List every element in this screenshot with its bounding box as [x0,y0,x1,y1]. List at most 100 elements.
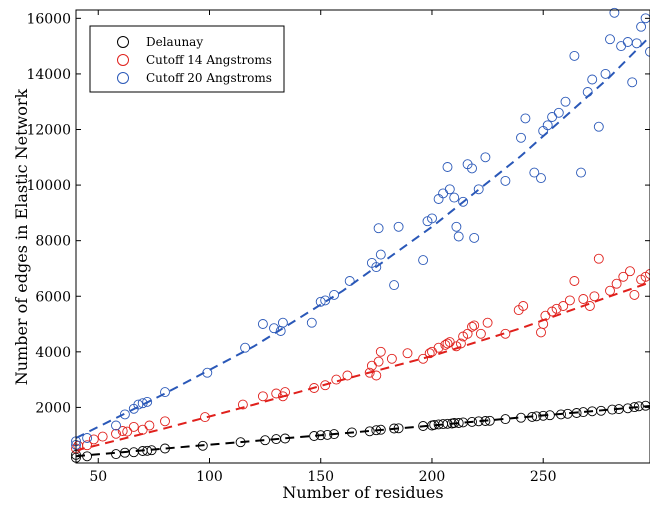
data-point-series-1 [160,416,170,427]
data-point-series-2 [137,398,148,409]
fit-line-series-2 [75,35,650,439]
data-point-series-0 [480,416,491,426]
data-point-series-0 [371,425,382,436]
data-point-series-0 [280,433,291,444]
x-axis-ticks: 50 100 150 200 250 [89,10,557,485]
data-point-series-2 [82,433,93,443]
data-point-series-0 [160,443,170,454]
data-point-series-0 [538,410,549,421]
data-point-series-2 [569,50,580,61]
y-tick-label: 16000 [26,11,71,27]
data-point-series-2 [500,175,511,186]
data-point-series-2 [600,68,611,79]
data-points [71,7,650,463]
legend-label-cutoff-20: Cutoff 20 Angstroms [146,71,272,85]
data-point-series-0 [235,437,246,448]
data-point-series-2 [442,162,453,172]
plot-frame [75,9,650,464]
data-point-series-2 [560,96,571,107]
fit-lines [75,35,650,458]
data-point-series-2 [344,276,355,286]
data-point-series-2 [111,420,121,431]
data-point-series-1 [578,294,589,304]
fit-line-series-1 [75,281,650,452]
data-point-series-1 [584,301,595,311]
data-point-series-2 [453,231,464,242]
data-point-series-1 [593,253,604,264]
data-point-series-2 [473,184,484,195]
data-point-series-2 [576,167,586,178]
data-point-series-1 [558,301,569,311]
data-point-series-0 [596,405,607,416]
data-point-series-2 [520,113,531,124]
data-point-series-2 [449,192,460,203]
legend-marker-cutoff-20 [117,72,129,84]
data-point-series-1 [564,295,575,306]
data-point-series-1 [605,285,615,296]
data-point-series-2 [542,120,553,131]
data-point-series-2 [373,223,384,234]
data-point-series-1 [518,301,529,311]
data-point-series-1 [128,421,139,432]
data-point-series-1 [82,440,93,451]
data-point-series-1 [280,387,291,398]
data-point-series-1 [402,348,413,359]
data-point-series-0 [309,431,320,441]
data-point-series-2 [438,188,449,199]
data-point-series-2 [627,77,638,88]
data-point-series-0 [364,426,375,437]
data-point-series-2 [516,132,526,143]
data-point-series-0 [516,412,526,423]
data-point-series-1 [144,420,155,431]
data-point-series-1 [200,412,210,423]
data-point-series-2 [329,289,340,300]
legend-label-cutoff-14: Cutoff 14 Angstroms [146,53,272,67]
x-tick-label: 250 [530,469,557,485]
data-point-series-2 [371,262,382,273]
data-point-series-2 [315,296,326,307]
data-point-series-1 [469,320,480,331]
data-point-series-1 [364,367,375,378]
data-point-series-2 [389,280,400,291]
y-tick-label: 8000 [35,234,71,250]
data-point-series-1 [97,431,108,442]
data-point-series-1 [589,291,600,302]
data-point-series-0 [629,402,640,413]
legend-marker-cutoff-14 [117,54,129,66]
data-point-series-0 [527,411,538,422]
data-point-series-1 [320,380,331,391]
legend: Delaunay Cutoff 14 Angstroms Cutoff 20 A… [89,25,285,93]
data-point-series-0 [315,430,326,441]
data-point-series-1 [386,353,397,364]
data-point-series-2 [418,255,429,266]
data-point-series-2 [622,37,633,47]
data-point-series-1 [455,338,466,349]
data-point-series-2 [553,107,564,118]
data-point-series-2 [536,173,546,184]
data-point-series-0 [442,418,453,429]
data-point-series-2 [433,194,444,204]
data-point-series-2 [142,396,153,407]
y-tick-label: 4000 [35,345,71,361]
data-point-series-2 [645,46,650,57]
data-point-series-0 [467,416,477,427]
data-point-series-1 [111,428,121,439]
y-tick-label: 2000 [35,400,71,416]
x-tick-label: 200 [419,469,446,485]
data-point-series-2 [451,221,462,232]
data-point-series-1 [569,276,580,286]
data-point-series-0 [393,423,404,434]
data-point-series-1 [611,278,622,289]
data-point-series-2 [160,387,170,398]
legend-label-delaunay: Delaunay [146,35,203,49]
data-point-series-1 [371,370,382,381]
data-point-series-0 [571,408,582,418]
data-point-series-0 [640,400,650,411]
data-point-series-2 [605,34,615,45]
data-point-series-2 [320,295,331,306]
data-point-series-1 [257,391,268,402]
data-point-series-2 [240,342,251,353]
y-axis-label: Number of edges in Elastic Network [12,88,31,385]
data-point-series-0 [531,411,542,422]
data-point-series-2 [538,125,549,136]
